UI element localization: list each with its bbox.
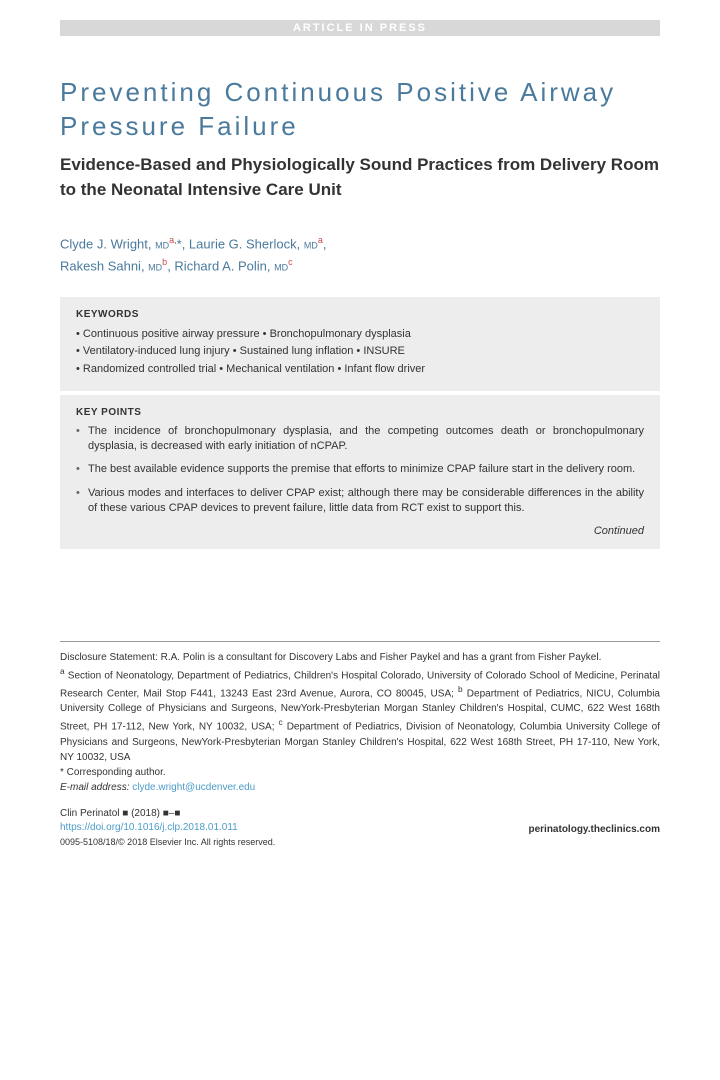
email-address[interactable]: clyde.wright@ucdenver.edu [132,782,255,793]
footer-row: Clin Perinatol ■ (2018) ■–■ https://doi.… [60,807,660,835]
copyright-line: 0095-5108/18/© 2018 Elsevier Inc. All ri… [60,837,660,847]
keypoint-item: The best available evidence supports the… [76,462,644,477]
keywords-heading: KEYWORDS [76,309,644,320]
keypoints-list: The incidence of bronchopulmonary dyspla… [76,424,644,517]
continued-label: Continued [76,525,644,537]
footer-left: Clin Perinatol ■ (2018) ■–■ https://doi.… [60,807,238,835]
keypoints-heading: KEY POINTS [76,407,644,418]
article-in-press-banner: ARTICLE IN PRESS [60,20,660,36]
journal-site[interactable]: perinatology.theclinics.com [528,824,660,835]
keywords-list: • Continuous positive airway pressure • … [76,326,644,379]
keywords-box: KEYWORDS • Continuous positive airway pr… [60,297,660,391]
affiliations: a Section of Neonatology, Department of … [60,665,660,765]
article-title: Preventing Continuous Positive Airway Pr… [60,76,660,144]
disclosure-statement: Disclosure Statement: R.A. Polin is a co… [60,650,660,665]
divider-rule [60,641,660,642]
email-label: E-mail address: [60,782,129,793]
keypoint-item: Various modes and interfaces to deliver … [76,486,644,517]
disclosure-block: Disclosure Statement: R.A. Polin is a co… [60,650,660,795]
journal-citation: Clin Perinatol ■ (2018) ■–■ [60,807,238,821]
keypoint-item: The incidence of bronchopulmonary dyspla… [76,424,644,455]
corresponding-author-note: * Corresponding author. [60,765,660,780]
doi-link[interactable]: https://doi.org/10.1016/j.clp.2018.01.01… [60,821,238,835]
email-line: E-mail address: clyde.wright@ucdenver.ed… [60,780,660,795]
keypoints-box: KEY POINTS The incidence of bronchopulmo… [60,395,660,549]
authors-list: Clyde J. Wright, MDa,*, Laurie G. Sherlo… [60,233,660,277]
article-subtitle: Evidence-Based and Physiologically Sound… [60,152,660,203]
